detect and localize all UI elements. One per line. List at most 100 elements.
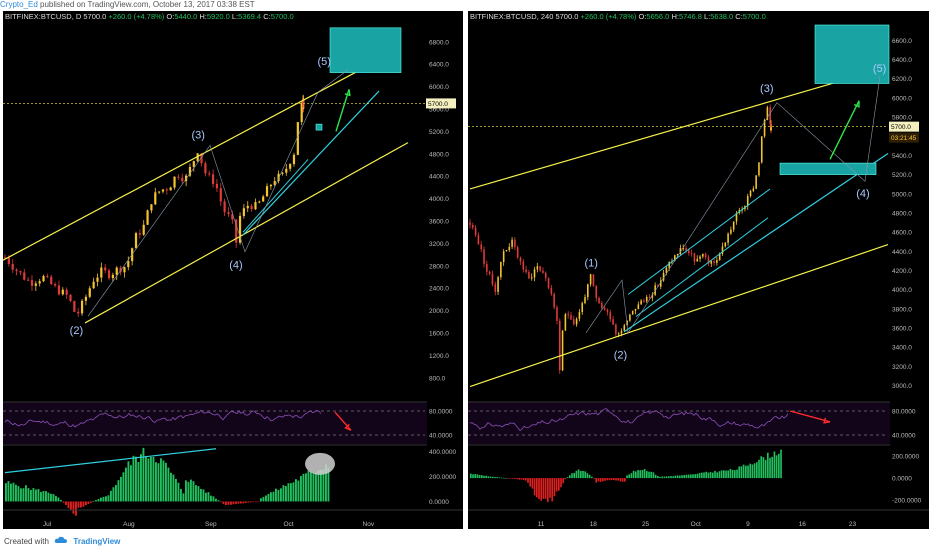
- macd-histogram-bar: [641, 470, 644, 479]
- arrow-head: [344, 423, 352, 431]
- macd-histogram-bar: [212, 496, 215, 502]
- macd-histogram-bar: [615, 478, 617, 481]
- y-tick-label: 5400.0: [892, 153, 912, 160]
- rsi-lower-label: 40.0000: [892, 433, 916, 440]
- candle: [265, 186, 269, 197]
- macd-histogram-bar: [305, 473, 307, 502]
- y-tick-label: 6800.0: [429, 39, 449, 46]
- last-price: 5700.0: [83, 12, 107, 21]
- candle: [227, 212, 230, 215]
- macd-histogram-bar: [657, 475, 659, 479]
- y-tick-label: 4400.0: [429, 174, 449, 181]
- rsi-pane: [468, 402, 890, 444]
- macd-histogram-bar: [320, 469, 322, 502]
- candle: [631, 310, 634, 315]
- correction-zone-box: [779, 162, 877, 175]
- candle: [533, 269, 536, 278]
- macd-histogram-bar: [127, 461, 130, 502]
- candle: [522, 261, 525, 270]
- wave-label: (2): [614, 349, 627, 361]
- macd-histogram-bar: [707, 472, 710, 479]
- macd-histogram-bar: [485, 475, 488, 479]
- macd-histogram-bar: [245, 501, 247, 503]
- candle: [620, 330, 623, 334]
- macd-histogram-bar: [307, 470, 310, 502]
- macd-histogram-bar: [652, 472, 655, 479]
- y-tick-label: 2400.0: [429, 286, 449, 293]
- macd-histogram-bar: [775, 455, 778, 479]
- candle: [519, 257, 522, 262]
- candle: [154, 192, 157, 205]
- macd-histogram-bar: [780, 449, 782, 479]
- chart-canvas-4h[interactable]: 3000.0 3200.0 3400.0 3600.0 3800.0 4000.0 4200…: [468, 11, 929, 529]
- y-tick-label: 3600.0: [429, 219, 449, 226]
- macd-histogram-bar: [247, 501, 250, 503]
- y-tick-label: 5800.0: [892, 115, 912, 122]
- macd-histogram-bar: [297, 480, 300, 502]
- candle: [246, 205, 249, 209]
- candle: [595, 286, 598, 298]
- macd-histogram-bar: [197, 486, 200, 502]
- projection-arrow: [335, 89, 351, 132]
- y-tick-label: 6000.0: [429, 84, 449, 91]
- candle: [640, 300, 642, 305]
- y-tick-label: 6600.0: [892, 38, 912, 45]
- candle: [42, 276, 45, 282]
- chart-panel-daily[interactable]: 800.0 1200.0 1600.0 2000.0 2400.0 2800.0 3200.…: [2, 11, 463, 529]
- candle: [575, 318, 578, 325]
- macd-histogram-bar: [85, 501, 87, 506]
- macd-histogram-bar: [257, 501, 260, 503]
- change-text: +260.0 (+4.78%): [580, 12, 637, 21]
- countdown-bg: [889, 132, 919, 143]
- macd-histogram-bar: [187, 481, 190, 502]
- macd-histogram-bar: [315, 472, 317, 502]
- candle: [7, 257, 10, 264]
- candle: [80, 300, 84, 314]
- macd-histogram-bar: [718, 471, 721, 479]
- wave-label: (5): [317, 56, 330, 68]
- candle: [497, 277, 499, 292]
- candle: [254, 202, 257, 210]
- macd-histogram-bar: [599, 478, 602, 482]
- tradingview-brand[interactable]: TradingView: [73, 537, 121, 547]
- high-value: 5920.0: [206, 12, 230, 21]
- chart-panel-4h[interactable]: 3000.0 3200.0 3400.0 3600.0 3800.0 4000.0 4200…: [468, 11, 929, 529]
- macd-histogram-bar: [771, 456, 774, 479]
- candle: [161, 189, 165, 192]
- macd-histogram-bar: [47, 492, 50, 502]
- y-tick-label: 3400.0: [892, 345, 912, 352]
- price-label-bg: [426, 98, 456, 109]
- y-tick-label: 1600.0: [429, 331, 449, 338]
- macd-histogram-bar: [690, 474, 692, 479]
- candle: [238, 215, 242, 243]
- macd-histogram-bar: [110, 490, 112, 502]
- candle: [547, 278, 550, 288]
- macd-tick-label: 0.0000: [429, 499, 449, 506]
- macd-histogram-bar: [7, 481, 10, 502]
- candle: [269, 184, 272, 187]
- macd-histogram-bar: [619, 478, 622, 482]
- macd-histogram-bar: [117, 480, 120, 502]
- author-link[interactable]: Crypto_Ed: [0, 0, 38, 9]
- macd-histogram-bar: [272, 491, 275, 502]
- macd-histogram-bar: [573, 472, 576, 479]
- macd-histogram-bar: [489, 476, 492, 479]
- macd-histogram-bar: [679, 475, 681, 479]
- y-tick-label: 4200.0: [892, 268, 912, 275]
- macd-histogram-bar: [476, 474, 479, 479]
- candle: [46, 276, 49, 278]
- candle: [760, 136, 763, 163]
- macd-histogram-bar: [87, 501, 90, 504]
- symbol-label: BITFINEX:BTCUSD: [470, 12, 537, 21]
- macd-histogram-bar: [277, 489, 280, 502]
- candle: [637, 304, 640, 309]
- small-zone-box: [315, 123, 323, 131]
- macd-histogram-bar: [747, 465, 749, 479]
- macd-histogram-bar: [72, 501, 75, 514]
- y-tick-label: 4800.0: [892, 210, 912, 217]
- candle: [528, 272, 530, 279]
- candle: [668, 262, 670, 268]
- candle: [530, 277, 533, 279]
- candle: [690, 253, 693, 255]
- chart-canvas-daily[interactable]: 800.0 1200.0 1600.0 2000.0 2400.0 2800.0 3200.…: [2, 11, 463, 529]
